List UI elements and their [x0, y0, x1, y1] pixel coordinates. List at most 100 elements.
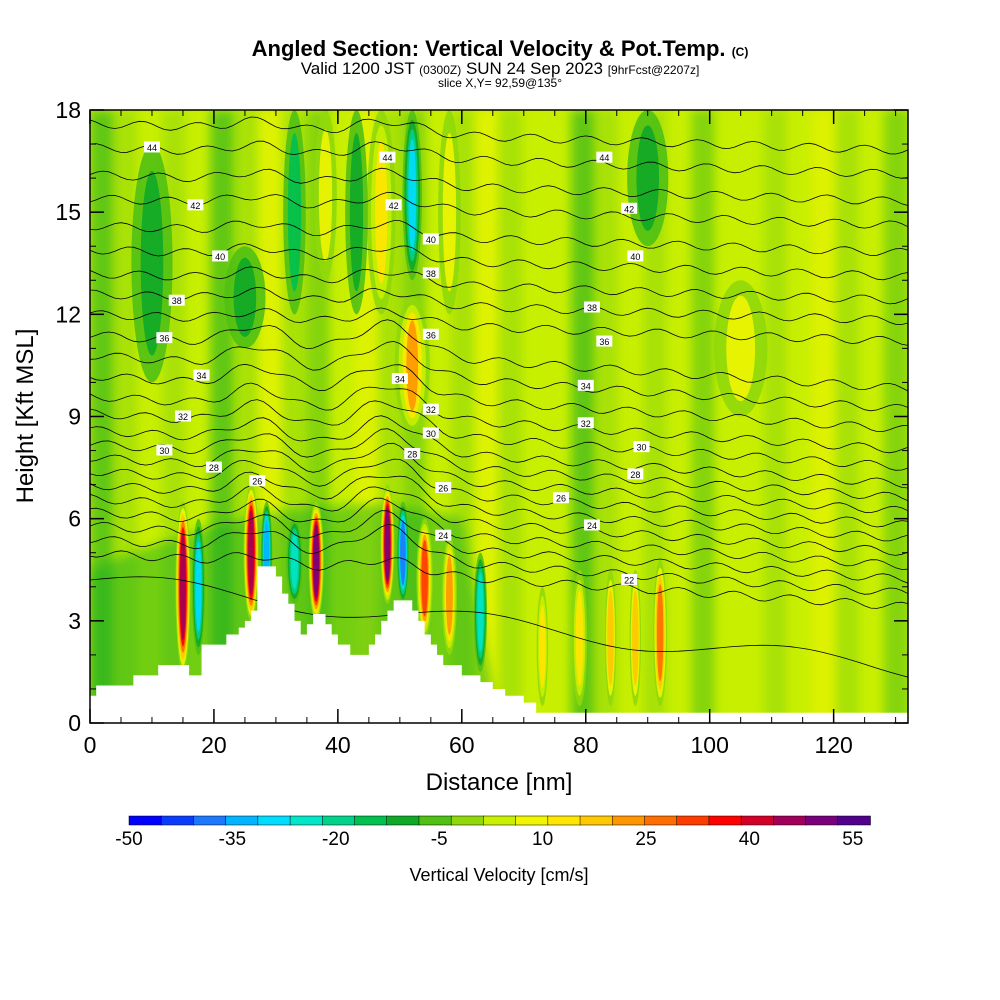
velocity-cell	[283, 110, 306, 315]
colorbar-swatch	[418, 815, 452, 826]
svg-text:32: 32	[178, 412, 188, 422]
contour-label: 34	[577, 379, 594, 391]
isentrope-line	[90, 399, 908, 471]
contour-label: 36	[596, 335, 613, 347]
x-tick-label: 0	[84, 732, 97, 758]
colorbar-swatch	[450, 815, 485, 826]
background-band	[763, 110, 789, 723]
colorbar-swatch	[386, 815, 420, 826]
svg-text:26: 26	[438, 484, 448, 494]
contour-label: 24	[435, 529, 452, 541]
contour-label: 42	[385, 199, 402, 211]
svg-text:26: 26	[556, 494, 566, 504]
contour-label: 36	[422, 328, 439, 340]
y-tick-label: 18	[55, 97, 81, 123]
isentrope-line	[90, 576, 908, 678]
svg-text:44: 44	[147, 143, 157, 153]
svg-text:36: 36	[426, 330, 436, 340]
contour-label: 28	[205, 461, 222, 473]
background-band	[787, 110, 813, 723]
velocity-cell	[627, 110, 669, 247]
svg-text:38: 38	[426, 269, 436, 279]
plot-area: 44 42 40 38 36 34 32 30 28 26 44 42 40 38 36 34 32 30 28 26…	[90, 110, 908, 723]
velocity-cell	[131, 144, 173, 383]
contour-label: 32	[577, 417, 594, 429]
contour-label: 32	[422, 403, 439, 415]
colorbar-tick-label: 55	[842, 829, 863, 850]
contour-label: 30	[156, 444, 173, 456]
contour-label: 44	[143, 141, 160, 153]
contour-labels: 44 42 40 38 36 34 32 30 28 26 44 42 40 38 36 34 32 30 28 26…	[143, 141, 650, 585]
colorbar-swatch	[160, 815, 195, 826]
svg-text:30: 30	[159, 446, 169, 456]
contour-label: 30	[633, 441, 650, 453]
isentrope-line	[90, 484, 908, 556]
colorbar-swatch	[579, 815, 614, 826]
x-axis-label: Distance [nm]	[426, 769, 573, 796]
svg-text:22: 22	[624, 575, 634, 585]
svg-text:42: 42	[624, 204, 634, 214]
isentrope-line	[90, 471, 908, 542]
background-band	[835, 110, 861, 723]
x-tick-label: 20	[201, 732, 227, 758]
svg-text:30: 30	[426, 429, 436, 439]
isentrope-line	[90, 524, 908, 595]
svg-text:40: 40	[215, 252, 225, 262]
background-bands	[90, 110, 908, 723]
isentrope-line	[90, 307, 908, 346]
contour-label: 28	[627, 468, 644, 480]
svg-text:34: 34	[581, 381, 591, 391]
colorbar-swatch	[289, 815, 324, 826]
contour-label: 22	[621, 573, 638, 585]
velocity-cell	[438, 110, 461, 315]
slice-info: slice X,Y= 92,59@135°	[437, 76, 563, 90]
svg-text:40: 40	[630, 252, 640, 262]
x-tick-label: 100	[691, 732, 729, 758]
colorbar-tick-label: -35	[219, 829, 246, 850]
colorbar-swatch	[676, 815, 710, 826]
velocity-cell	[402, 110, 422, 281]
copyright-mark: (C)	[731, 45, 749, 59]
y-tick-label: 9	[68, 404, 81, 430]
colorbar-swatch	[322, 815, 356, 826]
background-band	[811, 110, 837, 723]
velocity-cell	[345, 110, 368, 315]
isentrope-line	[90, 140, 908, 179]
svg-text:44: 44	[382, 153, 392, 163]
isentrope-line	[90, 220, 908, 257]
contour-label: 34	[391, 373, 408, 385]
svg-text:28: 28	[630, 470, 640, 480]
colorbar-swatch	[354, 815, 388, 826]
y-tick-label: 3	[68, 608, 81, 634]
contour-label: 34	[193, 369, 210, 381]
velocity-cell	[175, 501, 191, 672]
y-tick-label: 15	[55, 199, 81, 225]
colorbar-swatch	[193, 815, 227, 826]
svg-text:38: 38	[587, 303, 597, 313]
terrain	[90, 566, 908, 723]
svg-text:34: 34	[395, 375, 405, 385]
colorbar-swatch	[128, 815, 162, 826]
colorbar-tick-label: 40	[739, 829, 760, 850]
isentrope-line	[90, 415, 908, 489]
velocity-cell	[441, 535, 458, 655]
contour-label: 44	[379, 151, 396, 163]
velocity-cell	[243, 484, 259, 621]
svg-text:28: 28	[407, 449, 417, 459]
colorbar-tick-label: 25	[635, 829, 656, 850]
background-band	[691, 110, 717, 723]
svg-text:38: 38	[172, 296, 182, 306]
colorbar-swatch	[612, 815, 646, 826]
contour-label: 24	[583, 519, 600, 531]
contour-label: 36	[156, 332, 173, 344]
isentrope-line	[90, 428, 908, 502]
isentrope-line	[90, 340, 908, 412]
isentrope-line	[90, 363, 908, 432]
svg-text:40: 40	[426, 235, 436, 245]
svg-text:42: 42	[190, 201, 200, 211]
background-band	[547, 110, 573, 723]
colorbar: -50 -35 -20 -5 10 25 40 55	[115, 815, 871, 850]
x-tick-label: 60	[449, 732, 475, 758]
contour-label: 30	[422, 427, 439, 439]
